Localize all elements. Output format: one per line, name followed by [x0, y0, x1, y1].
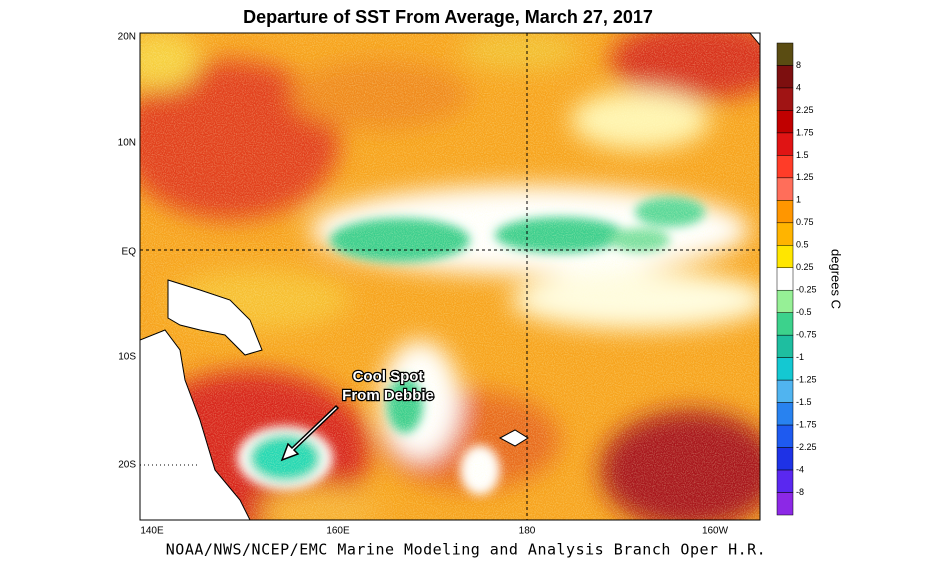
colorbar-swatch	[776, 110, 794, 134]
lat-label: 10N	[118, 138, 136, 149]
colorbar-label: 1.75	[796, 127, 814, 137]
colorbar-swatch	[776, 469, 794, 493]
colorbar-swatch	[776, 424, 794, 448]
map-title: Departure of SST From Average, March 27,…	[243, 7, 653, 27]
lat-label: 10S	[118, 352, 136, 363]
lon-label: 160W	[702, 526, 729, 537]
colorbar-label: -0.75	[796, 330, 817, 340]
lon-label: 180	[519, 526, 536, 537]
colorbar-swatch	[776, 200, 794, 224]
colorbar-swatch	[776, 65, 794, 89]
colorbar-label: 8	[796, 60, 801, 70]
colorbar-swatch	[776, 42, 794, 66]
colorbar-label: 0.75	[796, 217, 814, 227]
colorbar-swatch	[776, 334, 794, 358]
lat-label: 20N	[118, 32, 136, 43]
colorbar-label: -0.5	[796, 307, 812, 317]
annotation-arrow	[280, 404, 340, 462]
lat-label: EQ	[122, 247, 137, 258]
lon-label: 160E	[326, 526, 350, 537]
colorbar-label: -1.5	[796, 397, 812, 407]
colorbar-label: 1.25	[796, 172, 814, 182]
annotation-text: Cool Spot	[353, 368, 424, 385]
colorbar-label: 2.25	[796, 105, 814, 115]
colorbar-label: -1.75	[796, 419, 817, 429]
colorbar-swatch	[776, 177, 794, 201]
colorbar-swatch	[776, 245, 794, 269]
colorbar-swatch	[776, 155, 794, 179]
colorbar-label: -0.25	[796, 285, 817, 295]
colorbar-swatch	[776, 222, 794, 246]
colorbar-swatch	[776, 402, 794, 426]
colorbar-label: 4	[796, 82, 801, 92]
colorbar-swatch	[776, 132, 794, 156]
colorbar-swatch	[776, 289, 794, 313]
colorbar-label: 0.25	[796, 262, 814, 272]
colorbar-swatch	[776, 357, 794, 381]
footer: NOAA/NWS/NCEP/EMC Marine Modeling and An…	[166, 541, 766, 559]
colorbar-label: 1.5	[796, 150, 809, 160]
colorbar-swatch	[776, 379, 794, 403]
lon-label: 140E	[140, 526, 164, 537]
lat-label: 20S	[118, 460, 136, 471]
colorbar-label: 0.5	[796, 240, 809, 250]
colorbar-label: -1	[796, 352, 804, 362]
colorbar-swatch	[776, 87, 794, 111]
colorbar-label: 1	[796, 195, 801, 205]
colorbar-swatch	[776, 492, 794, 516]
colorbar-swatch	[776, 312, 794, 336]
colorbar-label: -2.25	[796, 442, 817, 452]
map-frame	[139, 32, 761, 521]
colorbar-swatch	[776, 267, 794, 291]
colorbar-label: -4	[796, 464, 804, 474]
colorbar-label: -1.25	[796, 375, 817, 385]
colorbar-swatch	[776, 447, 794, 471]
colorbar-label: -8	[796, 487, 804, 497]
colorbar-title: degrees C	[829, 249, 844, 309]
sst-field	[140, 33, 760, 520]
annotation-text: From Debbie	[342, 387, 434, 404]
